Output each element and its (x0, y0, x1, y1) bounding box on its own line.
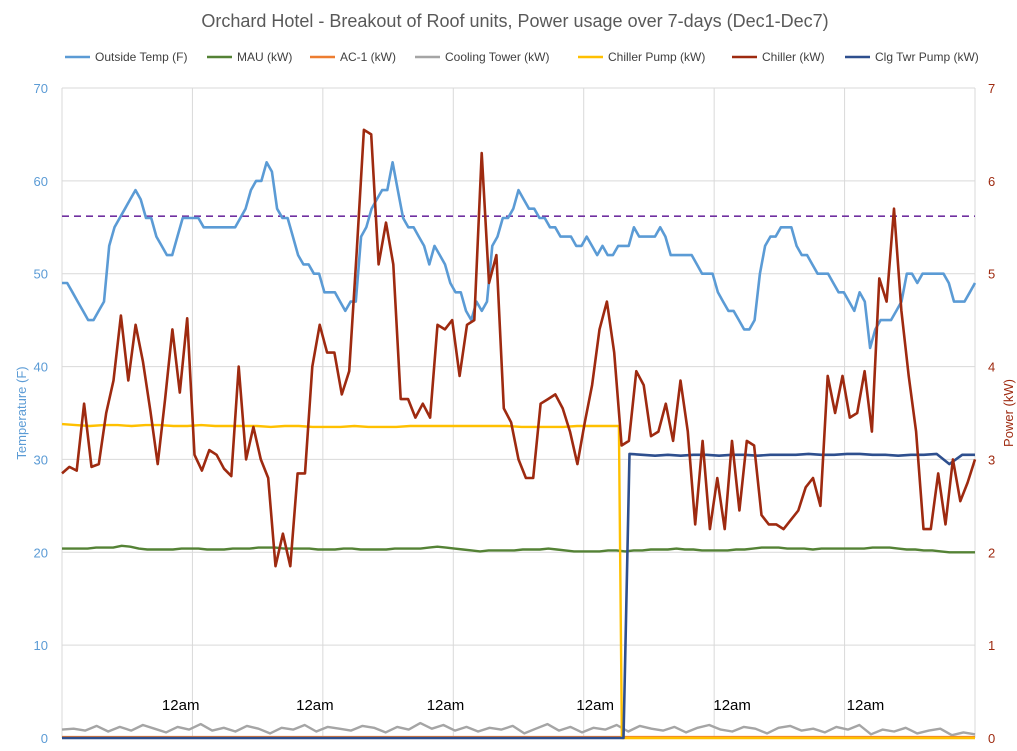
day-label: 12am (162, 697, 200, 714)
left-tick-label: 40 (34, 360, 48, 375)
left-tick-label: 20 (34, 545, 48, 560)
left-tick-label: 0 (41, 731, 48, 746)
right-tick-label: 0 (988, 731, 995, 746)
legend-label-mau: MAU (kW) (237, 50, 292, 64)
legend: Outside Temp (F) MAU (kW) AC-1 (kW) Cooling… (65, 50, 979, 64)
series-lines (61, 128, 977, 740)
right-tick-label: 5 (988, 267, 995, 282)
day-label: 12am (296, 697, 334, 714)
right-tick-label: 6 (988, 174, 995, 189)
right-axis-title: Power (kW) (1001, 379, 1016, 447)
day-label: 12am (576, 697, 614, 714)
left-tick-label: 60 (34, 174, 48, 189)
day-label: 12am (427, 697, 465, 714)
right-axis-ticks: 0 1 2 3 4 5 6 7 (988, 81, 995, 746)
day-label: 12am (713, 697, 751, 714)
gridlines (61, 87, 976, 739)
series-line-clg-twr-pump (62, 452, 975, 740)
series-line-mau (62, 544, 975, 554)
series-line-chiller-pump (61, 422, 975, 740)
left-axis-title: Temperature (F) (14, 366, 29, 459)
legend-label-clg-twr-pump: Clg Twr Pump (kW) (875, 50, 979, 64)
left-tick-label: 30 (34, 452, 48, 467)
legend-label-ac-1: AC-1 (kW) (340, 50, 396, 64)
series-line-chiller (61, 128, 977, 568)
day-label: 12am (847, 697, 885, 714)
left-tick-label: 70 (34, 81, 48, 96)
left-tick-label: 50 (34, 267, 48, 282)
right-tick-label: 1 (988, 638, 995, 653)
legend-label-cooling-tower: Cooling Tower (kW) (445, 50, 549, 64)
series-line-outside-temp (62, 161, 977, 350)
right-tick-label: 4 (988, 360, 995, 375)
legend-label-chiller-pump: Chiller Pump (kW) (608, 50, 705, 64)
right-tick-label: 7 (988, 81, 995, 96)
right-tick-label: 2 (988, 545, 995, 560)
left-tick-label: 10 (34, 638, 48, 653)
series-line-cooling-tower (61, 721, 976, 737)
left-axis-ticks: 0 10 20 30 40 50 60 70 (34, 81, 48, 746)
day-labels: 12am 12am 12am 12am 12am 12am (162, 697, 884, 714)
legend-label-outside-temp: Outside Temp (F) (95, 50, 187, 64)
legend-label-chiller: Chiller (kW) (762, 50, 825, 64)
chart-title: Orchard Hotel - Breakout of Roof units, … (201, 11, 828, 31)
right-tick-label: 3 (988, 452, 995, 467)
